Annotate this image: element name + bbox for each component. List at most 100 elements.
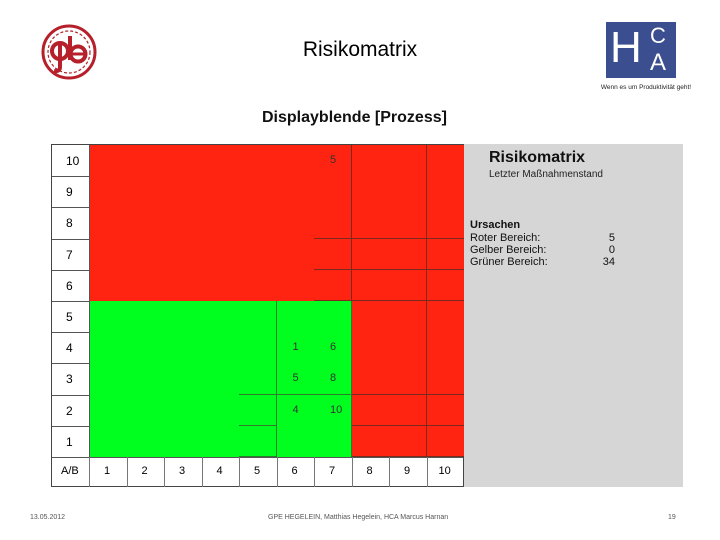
matrix-cell-3-2 (126, 363, 165, 396)
matrix-cell-5-8 (351, 301, 390, 333)
y-label-10: 10 (66, 154, 80, 168)
matrix-cell-1-10 (426, 425, 465, 458)
y-label-5: 5 (66, 310, 73, 324)
matrix-cell-6-5 (239, 269, 277, 302)
matrix-cell-6-8 (351, 269, 390, 302)
matrix-cell-5-3 (164, 301, 202, 333)
matrix-cell-5-6 (276, 301, 315, 333)
x-axis-divider (52, 457, 463, 458)
info-panel: Risikomatrix Letzter Maßnahmenstand Ursa… (464, 144, 683, 487)
matrix-cell-4-7 (314, 332, 352, 364)
y-label-1: 1 (66, 434, 73, 449)
matrix-cell-3-10 (426, 363, 465, 396)
x-label-8: 8 (366, 465, 373, 477)
matrix-cell-1-6 (276, 425, 315, 458)
matrix-cell-6-4 (201, 269, 240, 302)
matrix-cell-8-9 (389, 207, 427, 240)
matrix-cell-1-4 (201, 425, 240, 458)
info-panel-subtitle: Letzter Maßnahmenstand (489, 169, 603, 180)
x-label-10: 10 (438, 465, 451, 477)
matrix-cell-4-6 (276, 332, 315, 364)
hca-logo-c: C (650, 23, 666, 48)
x-label-9: 9 (404, 465, 411, 477)
matrix-cell-3-3 (164, 363, 202, 396)
matrix-cell-5-5 (239, 301, 277, 333)
matrix-cell-9-1 (89, 176, 127, 208)
row-divider (52, 301, 89, 302)
matrix-cell-8-3 (164, 207, 202, 240)
matrix-cell-8-6 (276, 207, 315, 240)
red-area-value: 5 (608, 232, 615, 244)
y-label-9: 9 (66, 185, 73, 200)
matrix-cell-5-9 (389, 301, 427, 333)
red-area-row: Roter Bereich: 5 (470, 232, 615, 244)
matrix-cell-9-9 (389, 176, 427, 208)
matrix-cell-6-1 (89, 269, 127, 302)
matrix-cell-2-10 (426, 394, 465, 427)
matrix-cell-7-5 (239, 238, 277, 271)
row-divider (52, 269, 89, 271)
cell-value: 8 (330, 372, 337, 385)
slide-title: Risikomatrix (302, 38, 418, 61)
matrix-cell-8-5 (239, 207, 277, 240)
matrix-cell-2-9 (389, 394, 427, 427)
cell-value: 5 (292, 372, 299, 385)
x-label-6: 6 (291, 465, 298, 477)
green-area-label: Grüner Bereich: (470, 256, 548, 268)
y-label-2: 2 (66, 403, 73, 418)
matrix-cell-10-2 (126, 145, 165, 177)
matrix-cell-8-10 (426, 207, 465, 240)
row-divider (52, 425, 89, 427)
matrix-cell-7-6 (276, 238, 315, 271)
matrix-cell-9-7 (314, 176, 352, 208)
matrix-cell-2-1 (89, 394, 127, 427)
cell-value: 10 (330, 403, 343, 416)
risk-matrix: 10 9 8 7 6 5 4 3 2 1 5 1 6 5 8 4 10 A/B 1 2 3 4 5 6 7 8 9 10 (51, 144, 465, 487)
y-label-6: 6 (66, 278, 73, 293)
corner-label: A/B (61, 465, 79, 477)
matrix-cell-10-1 (89, 145, 127, 177)
matrix-cell-3-6 (276, 363, 315, 396)
matrix-cell-10-6 (276, 145, 315, 177)
x-axis-tick (201, 457, 203, 487)
causes-heading: Ursachen (470, 219, 521, 231)
matrix-cell-9-3 (164, 176, 202, 208)
y-label-8: 8 (66, 216, 73, 231)
footer-credit: GPE HEGELEIN, Matthias Hegelein, HCA Mar… (268, 514, 449, 521)
x-label-4: 4 (216, 465, 223, 477)
matrix-cell-4-1 (89, 332, 127, 364)
matrix-cell-9-6 (276, 176, 315, 208)
matrix-title: Displayblende [Prozess] (262, 109, 447, 126)
row-divider (52, 207, 89, 209)
x-label-2: 2 (141, 465, 148, 477)
hca-logo: H C A (606, 22, 676, 78)
matrix-cell-1-2 (126, 425, 165, 458)
matrix-cell-9-8 (351, 176, 390, 208)
matrix-cell-10-3 (164, 145, 202, 177)
info-panel-title: Risikomatrix (489, 149, 586, 166)
matrix-cell-10-8 (351, 145, 390, 177)
row-divider (52, 176, 89, 178)
x-axis-tick (126, 457, 128, 487)
row-divider (52, 238, 89, 240)
matrix-cell-1-1 (89, 425, 127, 458)
matrix-cell-4-3 (164, 332, 202, 364)
cell-value: 5 (330, 154, 337, 166)
matrix-cell-5-2 (126, 301, 165, 333)
green-area-value: 34 (602, 256, 615, 268)
matrix-cell-9-10 (426, 176, 465, 208)
matrix-cell-2-5 (239, 394, 277, 427)
row-divider (52, 394, 89, 396)
matrix-cell-7-9 (389, 238, 427, 271)
hca-logo-a: A (650, 49, 667, 76)
label-column-divider (89, 145, 90, 457)
matrix-cell-10-5 (239, 145, 277, 177)
matrix-cell-4-4 (201, 332, 240, 364)
matrix-cell-3-1 (89, 363, 127, 396)
matrix-cell-6-3 (164, 269, 202, 302)
x-axis-tick (314, 457, 315, 487)
matrix-cell-1-7 (314, 425, 352, 458)
yellow-area-value: 0 (608, 244, 615, 256)
matrix-cell-3-8 (351, 363, 390, 396)
matrix-cell-2-8 (351, 394, 390, 427)
